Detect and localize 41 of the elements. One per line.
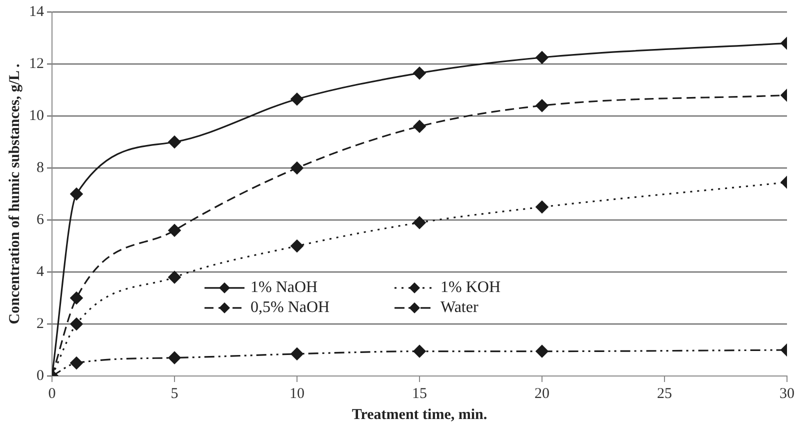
legend-label: 1% NaOH	[250, 279, 318, 296]
legend-label: 0,5% NaOH	[250, 299, 330, 316]
y-tick-label: 12	[29, 56, 44, 72]
y-axis-title: Concentration of humic substances, g/L .	[6, 64, 23, 324]
x-tick-label: 5	[170, 386, 178, 402]
point	[290, 348, 304, 360]
point	[168, 352, 181, 364]
x-tick-label: 30	[780, 386, 794, 402]
legend-label: Water	[440, 299, 479, 316]
point	[70, 292, 83, 304]
point	[536, 51, 548, 64]
y-tick-label: 4	[36, 264, 44, 280]
legend-label: 1% KOH	[440, 279, 501, 296]
point	[536, 200, 548, 214]
point	[290, 162, 304, 174]
point	[290, 240, 304, 252]
y-tick-label: 10	[29, 108, 44, 124]
point	[413, 345, 426, 358]
x-tick-label: 20	[534, 386, 550, 402]
point	[70, 188, 83, 200]
point	[168, 270, 181, 284]
x-axis-title: Treatment time, min.	[352, 406, 488, 423]
point	[413, 120, 426, 133]
point	[413, 216, 426, 229]
x-tick-label: 10	[290, 386, 304, 402]
x-tick-label: 15	[412, 386, 427, 402]
y-tick-label: 14	[29, 4, 44, 20]
point	[168, 224, 181, 237]
point	[413, 66, 426, 80]
x-tick-label: 25	[657, 386, 672, 402]
point	[536, 99, 548, 112]
y-tick-label: 2	[36, 316, 44, 332]
point	[70, 356, 83, 370]
y-tick-label: 0	[36, 368, 44, 384]
y-tick-label: 8	[36, 160, 44, 176]
y-tick-label: 6	[36, 212, 44, 228]
point	[168, 136, 181, 148]
point	[536, 345, 548, 358]
x-tick-label: 0	[48, 386, 56, 402]
point	[70, 318, 83, 330]
point	[290, 92, 304, 106]
